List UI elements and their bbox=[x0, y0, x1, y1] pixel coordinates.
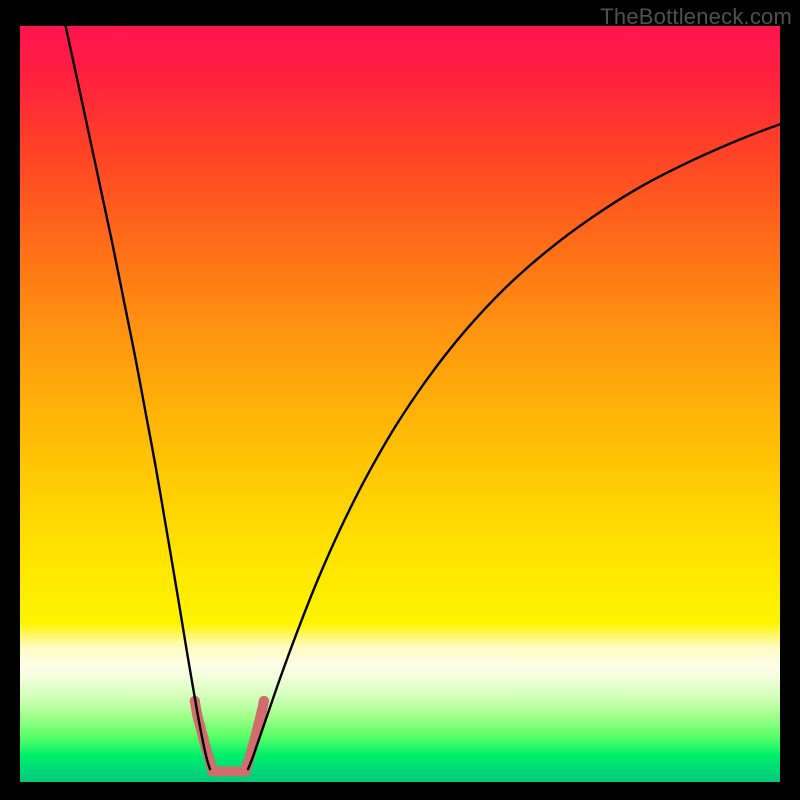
curve-right-branch bbox=[248, 124, 780, 769]
curve-left-branch bbox=[66, 26, 210, 769]
chart-container: TheBottleneck.com bbox=[0, 0, 800, 800]
watermark-text: TheBottleneck.com bbox=[600, 4, 792, 30]
curve-layer bbox=[20, 26, 780, 782]
plot-area bbox=[20, 26, 780, 782]
